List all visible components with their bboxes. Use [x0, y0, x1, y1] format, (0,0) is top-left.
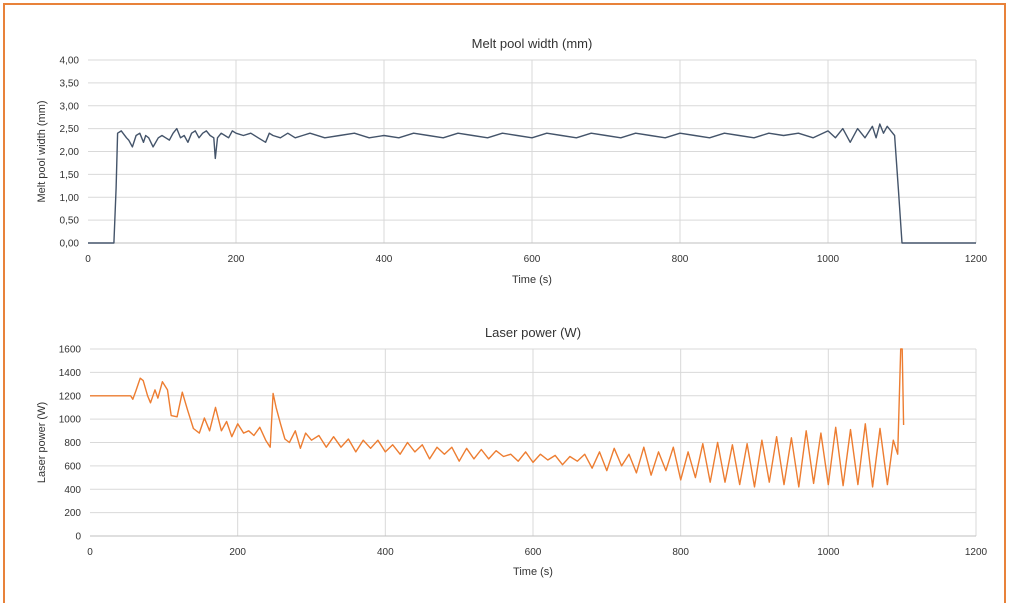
x-tick-label: 600	[524, 254, 541, 265]
y-tick-label: 1200	[59, 391, 82, 402]
y-tick-label: 1,50	[60, 170, 80, 181]
y-tick-label: 0,00	[60, 239, 80, 250]
y-tick-label: 600	[64, 461, 81, 472]
x-tick-label: 200	[229, 547, 246, 558]
series-line	[90, 348, 905, 488]
x-tick-label: 1000	[817, 254, 840, 265]
x-axis-label: Time (s)	[513, 566, 553, 578]
y-tick-label: 3,00	[60, 101, 80, 112]
y-tick-label: 1600	[59, 345, 82, 356]
y-tick-label: 400	[64, 485, 81, 496]
x-tick-label: 600	[525, 547, 542, 558]
x-tick-label: 800	[672, 254, 689, 265]
y-tick-label: 1,00	[60, 193, 80, 204]
x-tick-label: 1200	[965, 547, 988, 558]
y-tick-label: 1000	[59, 415, 82, 426]
chart-frame	[3, 3, 1006, 603]
x-tick-label: 800	[672, 547, 689, 558]
y-tick-label: 200	[64, 508, 81, 519]
x-tick-label: 1200	[965, 254, 988, 265]
x-tick-label: 0	[85, 254, 91, 265]
y-axis-label: Melt pool width (mm)	[36, 100, 48, 202]
y-tick-label: 1400	[59, 368, 82, 379]
y-tick-label: 800	[64, 438, 81, 449]
y-tick-label: 2,00	[60, 147, 80, 158]
x-axis-label: Time (s)	[512, 274, 552, 286]
chart-title: Laser power (W)	[485, 325, 581, 340]
x-tick-label: 1000	[817, 547, 840, 558]
chart-1: 0,00 0,50 1,00 1,50 2,00 2,50 3,00 3,50 4,00 0 200…	[36, 36, 988, 286]
y-tick-label: 0,50	[60, 216, 80, 227]
chart-title: Melt pool width (mm)	[472, 36, 593, 51]
y-axis-label: Laser power (W)	[36, 402, 48, 483]
x-tick-label: 400	[377, 547, 394, 558]
y-tick-label: 2,50	[60, 124, 80, 135]
series-line	[88, 123, 976, 244]
y-tick-label: 3,50	[60, 78, 80, 89]
x-tick-label: 400	[376, 254, 393, 265]
x-tick-label: 200	[228, 254, 245, 265]
y-tick-label: 4,00	[60, 56, 80, 67]
x-tick-label: 0	[87, 547, 93, 558]
chart-2: 0 200 400 600 800 1000 1200 1400 1600 0 200 400 600 8…	[36, 325, 988, 578]
y-tick-label: 0	[75, 532, 81, 543]
